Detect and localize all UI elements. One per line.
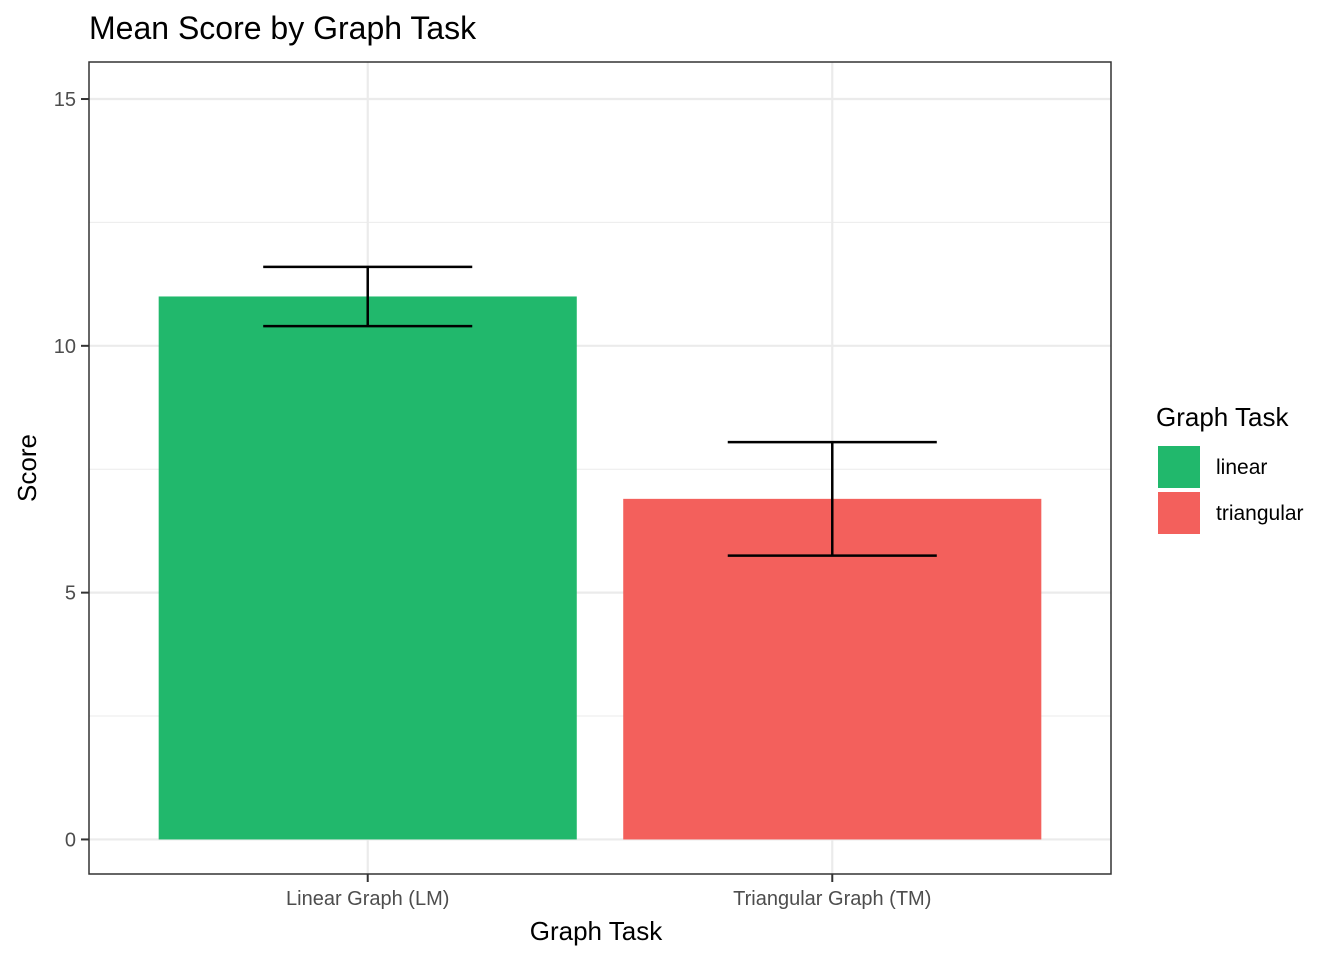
grid-lines: [89, 62, 1111, 874]
y-axis: 0 5 10 15: [54, 89, 89, 851]
x-axis-title: Graph Task: [530, 916, 663, 946]
x-tick-label: Linear Graph (LM): [286, 888, 449, 910]
legend-keys: linear triangular: [1158, 446, 1304, 534]
legend-swatch-linear: [1158, 446, 1200, 488]
y-tick-label: 10: [54, 336, 76, 358]
legend-label-linear: linear: [1216, 456, 1267, 479]
legend-label-triangular: triangular: [1216, 502, 1304, 525]
y-tick-label: 0: [65, 829, 76, 851]
x-axis: Linear Graph (LM) Triangular Graph (TM): [286, 874, 931, 910]
legend: Graph Task linear triangular: [1156, 402, 1304, 534]
error-bars: [263, 265, 937, 557]
y-tick-label: 5: [65, 583, 76, 605]
error-bar-linear: [263, 265, 473, 328]
y-tick-label: 15: [54, 89, 76, 111]
y-axis-title: Score: [12, 434, 42, 502]
legend-swatch-triangular: [1158, 492, 1200, 534]
plot-panel-border: [88, 61, 1112, 875]
chart-title: Mean Score by Graph Task: [89, 10, 477, 46]
bars: [158, 296, 1042, 840]
bar-linear: [158, 296, 577, 840]
error-bar-triangular: [727, 440, 937, 557]
legend-title: Graph Task: [1156, 402, 1289, 432]
x-tick-label: Triangular Graph (TM): [733, 888, 931, 910]
